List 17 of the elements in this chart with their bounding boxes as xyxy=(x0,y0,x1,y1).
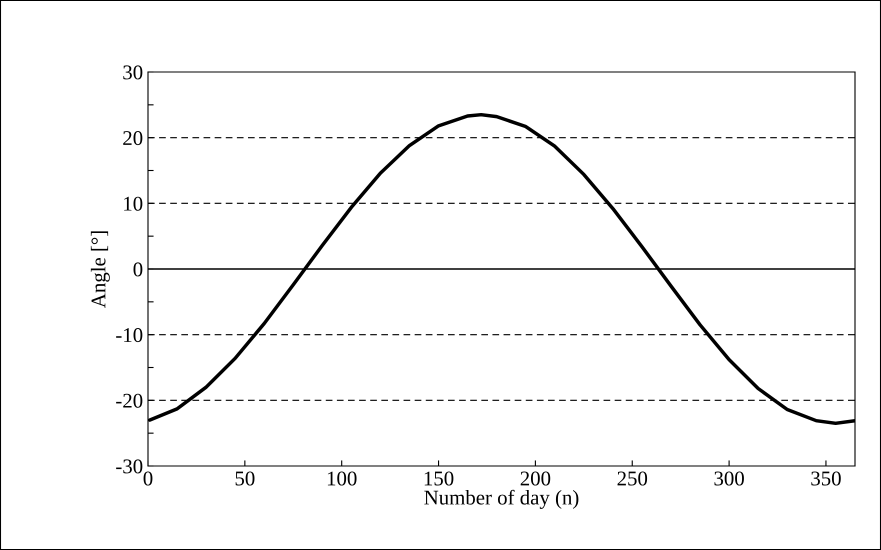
y-tick-label: -20 xyxy=(116,394,142,408)
y-tick-label: 0 xyxy=(134,262,142,276)
x-axis-title: Number of day (n) xyxy=(424,490,578,509)
y-tick-label: 30 xyxy=(123,65,142,80)
x-tick-label: 250 xyxy=(618,471,648,486)
x-tick-label: 0 xyxy=(144,471,152,486)
y-tick-label: -10 xyxy=(116,328,142,342)
y-axis-title: Angle [°] xyxy=(90,231,110,308)
x-tick-label: 150 xyxy=(424,471,454,486)
x-tick-label: 300 xyxy=(714,471,744,486)
x-tick-label: 200 xyxy=(520,471,550,486)
y-tick-label: -30 xyxy=(116,459,142,474)
x-tick-label: 50 xyxy=(236,471,254,486)
y-tick-label: 20 xyxy=(123,131,142,146)
y-tick-label: 10 xyxy=(124,196,142,211)
x-tick-label: 350 xyxy=(811,471,841,486)
x-tick-label: 100 xyxy=(328,471,357,486)
